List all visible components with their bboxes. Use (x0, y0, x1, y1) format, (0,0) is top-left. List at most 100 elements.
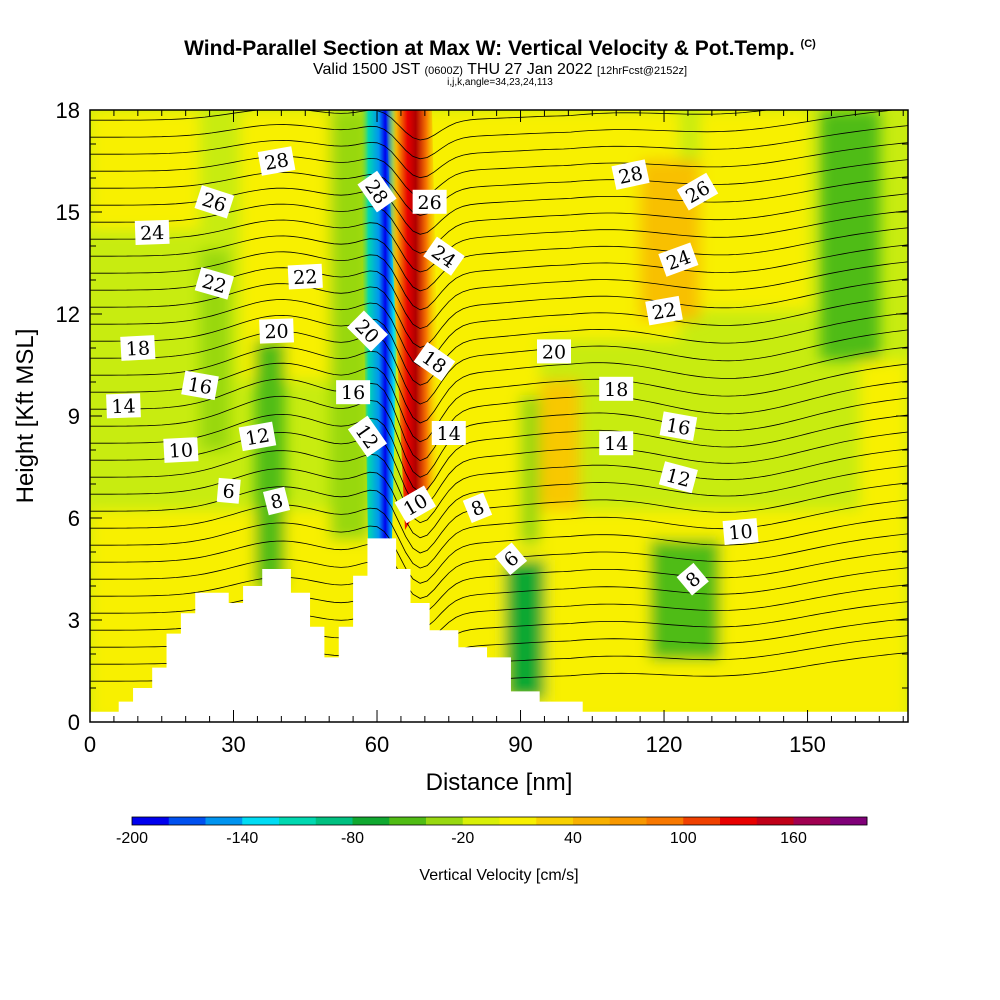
contour-label-box (599, 376, 634, 401)
contour-label: 10 (722, 518, 759, 546)
contour-label: 16 (659, 411, 698, 441)
x-tick-label: 150 (789, 732, 826, 757)
contour-label: 26 (412, 189, 447, 214)
contour-label: 28 (611, 159, 650, 190)
contour-label: 18 (599, 376, 634, 401)
theta-isoline (90, 295, 908, 367)
contour-label: 24 (658, 242, 699, 277)
contour-label-text: 24 (140, 222, 165, 245)
contour-label-text: 26 (418, 192, 442, 214)
downdraft-band-6 (520, 395, 540, 545)
y-tick-label: 9 (68, 404, 80, 429)
forecast-info: [12hrFcst@2152z] (596, 65, 688, 77)
downdraft-band-4 (650, 540, 720, 660)
contour-label-box (658, 242, 699, 277)
contour-label-box (394, 485, 437, 524)
colorbar-segment (389, 817, 427, 825)
theta-isoline (90, 448, 908, 524)
theta-isoline (90, 110, 771, 141)
colorbar-segment (462, 817, 500, 825)
theta-isoline (90, 159, 908, 216)
contour-label-box (645, 295, 683, 326)
x-tick-label: 30 (221, 732, 245, 757)
colorbar-segment (573, 817, 611, 825)
contour-label-box (134, 219, 170, 245)
colorbar-segment (756, 817, 794, 825)
contour-label: 8 (262, 486, 291, 516)
contour-label-box (216, 477, 241, 504)
contour-label-text: 14 (111, 395, 136, 418)
theta-isoline (90, 567, 908, 630)
contour-label: 10 (163, 437, 199, 463)
contour-label-box (676, 562, 709, 596)
x-axis-label: Distance [nm] (426, 769, 573, 796)
contour-label-box (194, 267, 235, 300)
y-axis-label: Height [Kft MSL] (12, 329, 39, 504)
contour-label: 28 (257, 146, 296, 176)
valid-prefix: Valid 1500 JST (312, 61, 420, 78)
contour-label-text: 22 (650, 299, 678, 325)
contour-label-box (257, 146, 296, 176)
colorbar-segment (242, 817, 280, 825)
contour-label: 22 (287, 263, 323, 290)
contour-label-text: 20 (542, 341, 566, 363)
contour-label-box (259, 318, 294, 344)
colorbar-tick-label: -80 (341, 830, 364, 847)
contour-label: 14 (599, 431, 634, 456)
colorbar-segment (499, 817, 537, 825)
contour-label-box (462, 492, 493, 524)
theta-isoline (90, 227, 908, 292)
contour-label-box (120, 335, 156, 361)
chart-title: Wind-Parallel Section at Max W: Vertical… (0, 37, 1000, 61)
contour-label: 20 (259, 318, 294, 344)
contour-label: 24 (134, 219, 170, 245)
contour-label-box (106, 393, 141, 419)
colorbar-segment (609, 817, 647, 825)
downdraft-band-5 (505, 560, 545, 700)
y-tick-label: 18 (56, 98, 80, 123)
contour-label-box (413, 342, 456, 382)
colorbar-segment (830, 817, 868, 825)
colorbar-segment (205, 817, 243, 825)
contour-label: 18 (120, 335, 156, 361)
colorbar-tick-label: 40 (564, 830, 582, 847)
contour-label-text: 16 (186, 373, 214, 399)
contour-label-box (238, 421, 277, 452)
contour-label-text: 14 (437, 423, 461, 445)
contour-label-text: 16 (341, 382, 365, 404)
contour-label-text: 14 (604, 433, 628, 455)
contour-label-box (163, 437, 199, 463)
y-tick-label: 3 (68, 608, 80, 633)
y-tick-label: 6 (68, 506, 80, 531)
contour-label-text: 8 (268, 490, 285, 514)
title-copyright: (C) (800, 38, 816, 50)
contour-label: 16 (181, 370, 219, 401)
contour-label-text: 28 (263, 149, 291, 175)
x-tick-label: 90 (508, 732, 532, 757)
theta-isoline (90, 516, 908, 584)
contour-label-text: 10 (168, 439, 193, 462)
contour-label: 8 (462, 492, 493, 524)
valid-date: THU 27 Jan 2022 (467, 61, 593, 78)
theta-isoline (90, 362, 908, 443)
colorbar-segment (132, 817, 170, 825)
theta-isoline (90, 431, 908, 509)
contour-label-text: 10 (728, 521, 754, 545)
y-tick-label: 12 (56, 302, 80, 327)
x-tick-label: 60 (365, 732, 389, 757)
downdraft-band-3 (820, 110, 880, 360)
contour-label-text: 20 (264, 321, 289, 344)
y-tick-label: 0 (68, 710, 80, 735)
contour-label-box (494, 542, 528, 576)
contour-label: 6 (494, 542, 528, 576)
contour-label: 14 (431, 421, 466, 445)
theta-isoline (90, 210, 908, 273)
colorbar-segment (793, 817, 831, 825)
contour-label-box (357, 170, 397, 213)
contour-label-box (423, 236, 465, 276)
updraft-core (386, 110, 440, 530)
contour-label: 22 (645, 295, 683, 326)
contour-label-box (537, 339, 572, 364)
theta-isoline (90, 244, 908, 311)
